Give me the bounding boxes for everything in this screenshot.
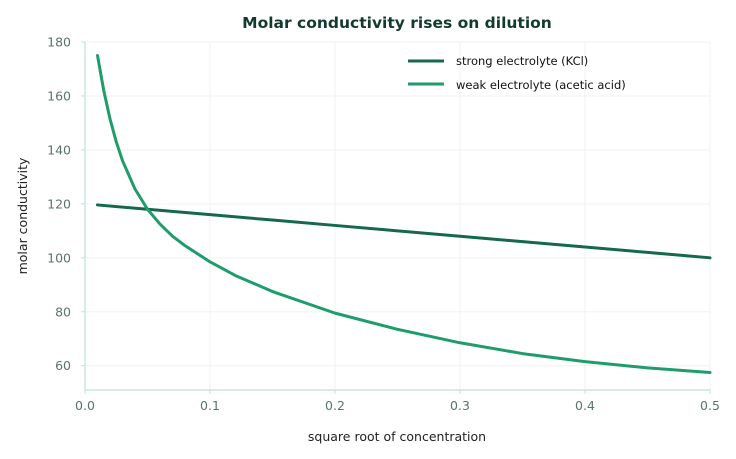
y-tick-label: 160 <box>47 88 71 103</box>
y-tick-label: 60 <box>55 358 71 373</box>
y-tick-label: 140 <box>47 142 71 157</box>
y-tick-label: 100 <box>47 250 71 265</box>
y-tick-label: 180 <box>47 35 71 50</box>
axes <box>84 42 710 391</box>
x-axis-ticks: 0.0 0.1 0.2 0.3 0.4 0.5 <box>75 390 720 413</box>
y-axis-label: molar conductivity <box>15 157 30 274</box>
grid <box>84 41 711 390</box>
series-lines <box>96 53 712 374</box>
x-tick-label: 0.2 <box>325 398 345 413</box>
legend: strong electrolyte (KCl) weak electrolyt… <box>408 54 626 92</box>
y-tick-label: 120 <box>47 196 71 211</box>
x-tick-label: 0.0 <box>75 398 95 413</box>
legend-label-strong: strong electrolyte (KCl) <box>456 54 588 68</box>
x-tick-label: 0.4 <box>575 398 595 413</box>
x-tick-label: 0.3 <box>450 398 470 413</box>
strong-electrolyte-line <box>96 203 712 260</box>
x-axis-label: square root of concentration <box>308 429 486 444</box>
weak-electrolyte-line <box>96 53 712 374</box>
y-tick-label: 80 <box>55 304 71 319</box>
chart-title: Molar conductivity rises on dilution <box>242 14 552 32</box>
x-tick-label: 0.5 <box>700 398 720 413</box>
x-tick-label: 0.1 <box>200 398 220 413</box>
legend-label-weak: weak electrolyte (acetic acid) <box>456 78 626 92</box>
y-axis-ticks: 60 80 100 120 140 160 180 <box>47 35 85 373</box>
